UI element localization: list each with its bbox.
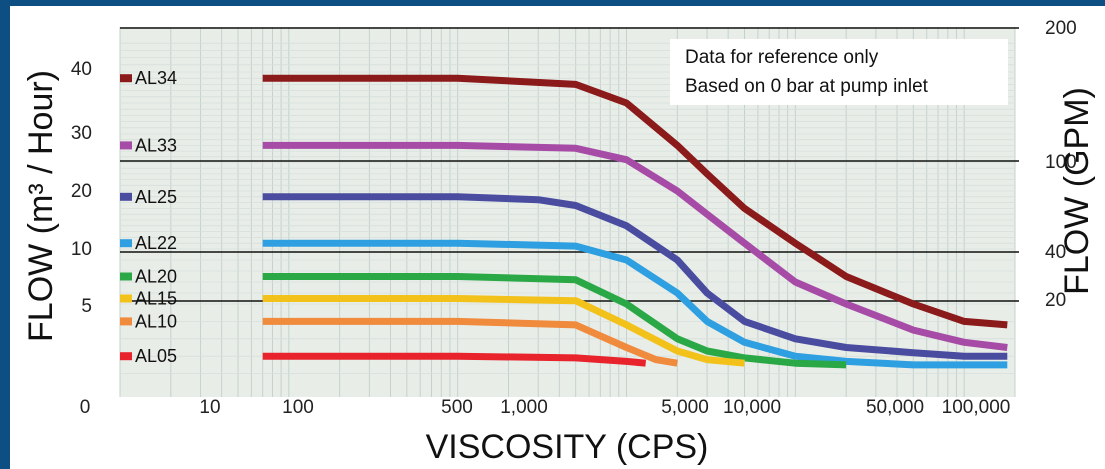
- x-tick-label: 100: [282, 397, 314, 418]
- left-tick-label: 20: [71, 181, 92, 202]
- annotation-box: Data for reference only Based on 0 bar a…: [670, 39, 1008, 105]
- x-tick-label: 10,000: [723, 397, 781, 418]
- chart-frame: AL34 AL33 AL25 AL22 AL20 AL15 AL10 AL05 0 10 100 5…: [10, 6, 1105, 469]
- x-tick-label: 1,000: [500, 397, 548, 418]
- x-tick-label: 0: [80, 397, 91, 418]
- x-tick-label: 10: [199, 397, 220, 418]
- left-tick-label: 40: [71, 59, 92, 80]
- annotation-line-2: Based on 0 bar at pump inlet: [685, 76, 929, 97]
- legend-swatch-al25: [120, 192, 132, 201]
- series-line-al20: [262, 273, 847, 369]
- series-line-al22: [262, 239, 1008, 369]
- legend-swatch-al20: [120, 272, 132, 281]
- x-tick-label: 500: [441, 397, 473, 418]
- legend-label-al25: AL25: [135, 187, 177, 207]
- legend-swatch-al22: [120, 239, 132, 248]
- legend-label-al20: AL20: [135, 267, 177, 287]
- series-line-al25: [262, 193, 1008, 360]
- x-tick-label: 5,000: [661, 397, 709, 418]
- series-line-al05: [262, 352, 647, 367]
- x-axis-title: VISCOSITY (CPS): [426, 428, 709, 466]
- right-tick-label: 100: [1045, 152, 1077, 173]
- legend-swatch-al33: [120, 141, 132, 150]
- legend-swatch-al15: [120, 294, 132, 303]
- annotation-line-1: Data for reference only: [685, 47, 879, 68]
- legend-label-al22: AL22: [135, 233, 177, 253]
- left-tick-label: 5: [81, 296, 92, 317]
- legend-label-al34: AL34: [135, 68, 177, 88]
- left-tick-label: 30: [71, 123, 92, 144]
- left-tick-label: 10: [71, 239, 92, 260]
- legend-label-al05: AL05: [135, 346, 177, 366]
- right-tick-label: 40: [1045, 242, 1066, 263]
- series-line-al34: [262, 74, 1008, 329]
- series-line-al10: [262, 317, 678, 367]
- legend-swatch-al34: [120, 74, 132, 83]
- legend-swatch-al10: [120, 317, 132, 326]
- series-line-al15: [262, 295, 745, 367]
- right-y-axis-title: FLOW (GPM): [1058, 87, 1096, 295]
- x-tick-label: 100,000: [942, 397, 1011, 418]
- x-tick-label: 50,000: [866, 397, 924, 418]
- right-tick-label: 20: [1045, 290, 1066, 311]
- right-tick-label: 200: [1045, 18, 1077, 39]
- legend-label-al15: AL15: [135, 289, 177, 309]
- legend-label-al33: AL33: [135, 135, 177, 155]
- left-y-axis-title: FLOW (m³ / Hour): [22, 70, 60, 342]
- series-line-al33: [262, 141, 1008, 351]
- legend-swatch-al05: [120, 352, 132, 361]
- legend-label-al10: AL10: [135, 311, 177, 331]
